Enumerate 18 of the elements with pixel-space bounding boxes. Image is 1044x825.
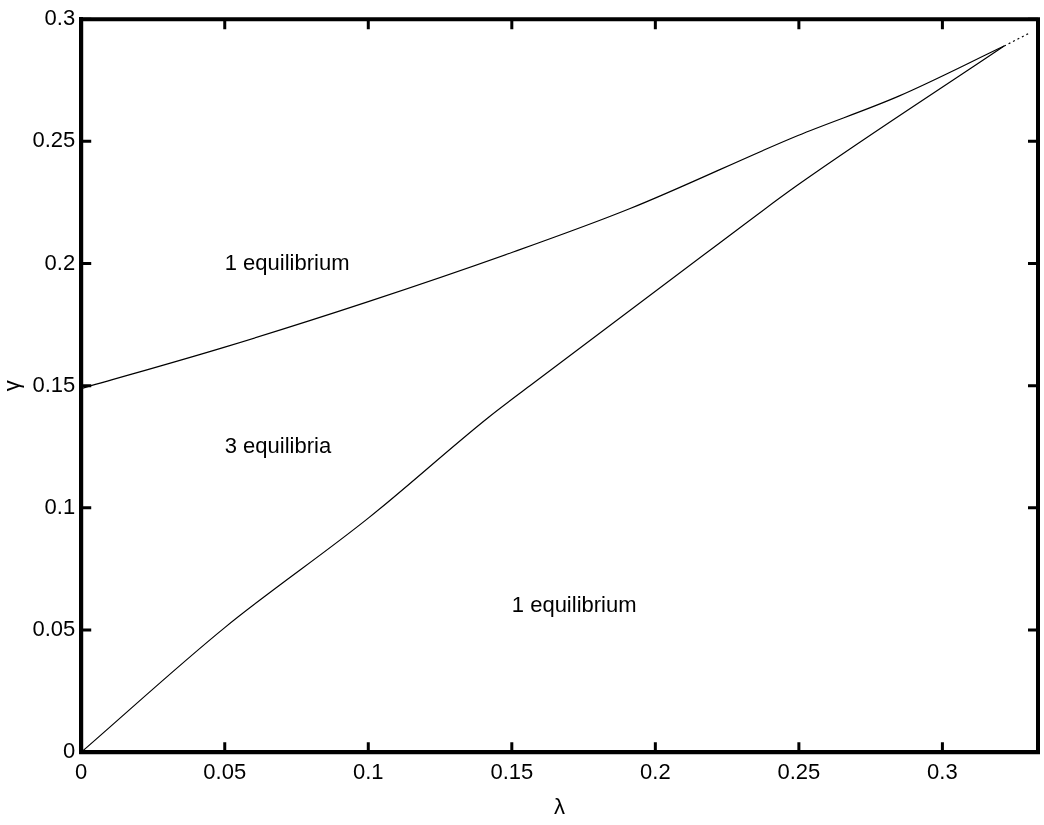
y-tick-label: 0.1	[44, 493, 76, 519]
annotation: 1 equilibrium	[224, 249, 350, 275]
x-tick-label: 0.15	[490, 759, 534, 785]
y-tick-label: 0.25	[32, 127, 76, 153]
annotation: 3 equilibria	[224, 432, 332, 458]
y-tick-label: 0.2	[44, 249, 76, 275]
y-axis-title: γ	[0, 380, 25, 392]
y-tick-label: 0.15	[32, 371, 76, 397]
y-tick-label: 0.05	[32, 616, 76, 642]
x-tick-label: 0.1	[352, 759, 384, 785]
y-tick-label: 0.3	[44, 5, 76, 31]
x-axis-title: λ	[554, 793, 566, 819]
x-tick-label: 0.25	[777, 759, 821, 785]
x-tick-label: 0.05	[203, 759, 247, 785]
x-tick-label: 0.2	[640, 759, 671, 785]
x-tick-label: 0.3	[927, 759, 958, 785]
annotation: 1 equilibrium	[511, 591, 637, 617]
y-tick-label: 0	[62, 738, 76, 764]
